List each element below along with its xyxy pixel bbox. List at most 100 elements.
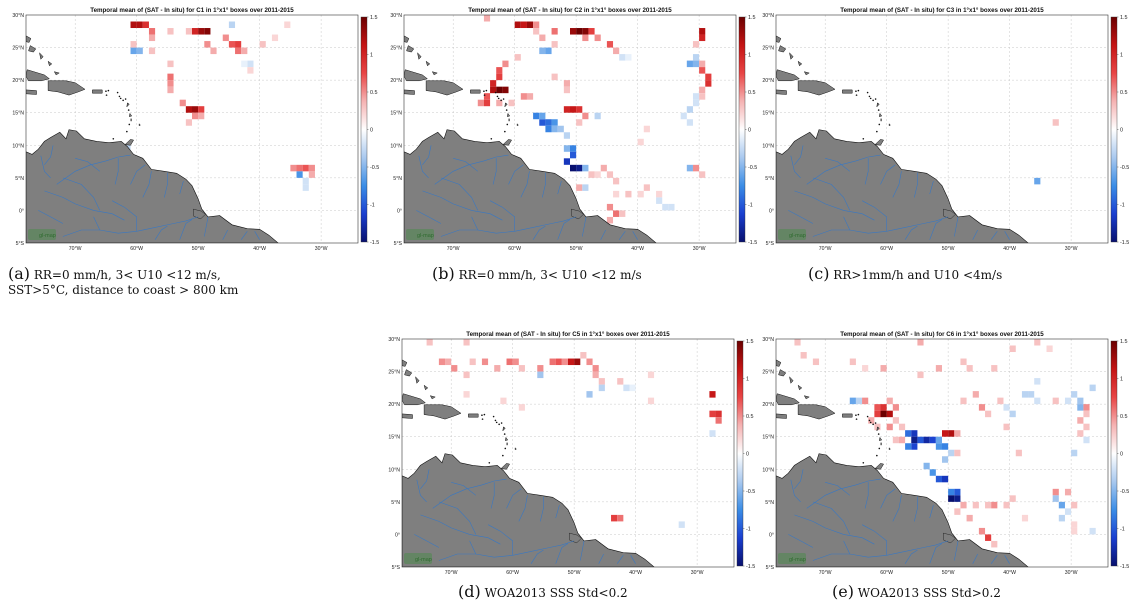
data-cell [662, 203, 669, 211]
data-cell [1058, 501, 1065, 509]
data-cell [929, 469, 936, 476]
data-cell [302, 177, 309, 185]
data-cell [502, 86, 509, 94]
island [28, 45, 37, 53]
islet [877, 433, 880, 435]
colorbar-tick-label: -1 [746, 527, 751, 533]
data-cell [978, 404, 986, 411]
islet [126, 130, 128, 133]
island [53, 71, 60, 76]
data-cell [911, 443, 918, 450]
x-tick-label: 60°W [130, 246, 143, 252]
islet [855, 94, 858, 96]
data-cell [483, 93, 491, 100]
island [126, 102, 130, 108]
data-cell [463, 371, 470, 379]
data-cell [533, 21, 540, 29]
data-cell [142, 21, 149, 29]
data-cell [551, 119, 558, 126]
river [843, 216, 851, 231]
island [404, 369, 413, 377]
data-cell [490, 86, 497, 94]
data-cell [576, 119, 583, 126]
island [415, 375, 420, 384]
y-tick-label: 5°S [766, 241, 775, 247]
river [892, 171, 902, 198]
river [487, 524, 513, 556]
data-cell [1052, 488, 1059, 496]
data-cell [1003, 501, 1010, 509]
island [470, 89, 481, 94]
data-cell [656, 197, 663, 204]
panel-title: Temporal mean of (SAT - In situ) for C5 … [466, 331, 670, 338]
data-cell [991, 365, 998, 372]
x-tick-label: 50°W [942, 570, 955, 576]
x-tick-label: 40°W [1003, 570, 1016, 576]
river [600, 229, 606, 240]
data-cell [198, 28, 205, 35]
data-cell [985, 410, 992, 418]
gl-map-label: gl-map [415, 557, 432, 563]
island [39, 51, 44, 60]
data-cell [606, 216, 614, 224]
colorbar-tick-label: -1 [370, 203, 375, 209]
islet [124, 98, 127, 100]
data-cell [586, 358, 593, 366]
data-cell [1052, 495, 1059, 502]
island [776, 35, 782, 43]
river [825, 527, 875, 545]
rivers [788, 469, 1010, 564]
islet [127, 109, 130, 111]
data-cell [582, 34, 589, 42]
river [506, 488, 522, 509]
river [62, 177, 101, 211]
map-layer [404, 15, 736, 243]
data-cell [619, 54, 626, 61]
data-cell [705, 80, 712, 87]
river [471, 216, 479, 231]
data-cell [905, 443, 912, 450]
river [557, 181, 562, 195]
data-cell [167, 73, 174, 81]
data-cell [1077, 397, 1084, 405]
data-cell [680, 112, 687, 120]
data-cell [917, 371, 924, 379]
colorbar [736, 340, 744, 567]
y-tick-label: 20°N [762, 78, 774, 84]
data-cell [506, 358, 513, 366]
panel-b: Temporal mean of (SAT - In situ) for C2 … [378, 6, 758, 252]
islet [483, 413, 486, 416]
islet [872, 99, 874, 102]
river [469, 540, 477, 555]
islet [483, 323, 484, 324]
river [557, 219, 571, 240]
panel-c: Temporal mean of (SAT - In situ) for C3 … [750, 6, 1129, 252]
y-tick-label: 15°N [12, 111, 24, 117]
data-cell [483, 15, 491, 22]
river [520, 171, 530, 198]
river [630, 555, 636, 564]
data-cell [1089, 384, 1096, 392]
x-tick-label: 60°W [506, 570, 519, 576]
data-cells [1034, 119, 1059, 185]
colorbar-tick-label: -0.5 [370, 165, 379, 171]
data-cell [985, 534, 992, 541]
caption-c-text: RR>1mm/h and U10 <4m/s [833, 268, 1003, 282]
data-cell [481, 358, 489, 366]
plot-frame [775, 14, 1109, 244]
data-cell [972, 501, 979, 509]
y-tick-label: 5°N [391, 500, 400, 506]
data-cell [1015, 449, 1022, 457]
y-tick-label: 10°N [762, 467, 774, 473]
data-cell [948, 449, 955, 457]
river [990, 555, 998, 564]
data-cell [978, 527, 986, 535]
river [451, 482, 476, 496]
colorbar [738, 16, 746, 243]
river [164, 172, 168, 198]
river [972, 553, 978, 564]
data-cell [692, 99, 700, 107]
data-cell [611, 514, 618, 522]
data-cell [886, 423, 893, 431]
data-cell [625, 54, 632, 61]
